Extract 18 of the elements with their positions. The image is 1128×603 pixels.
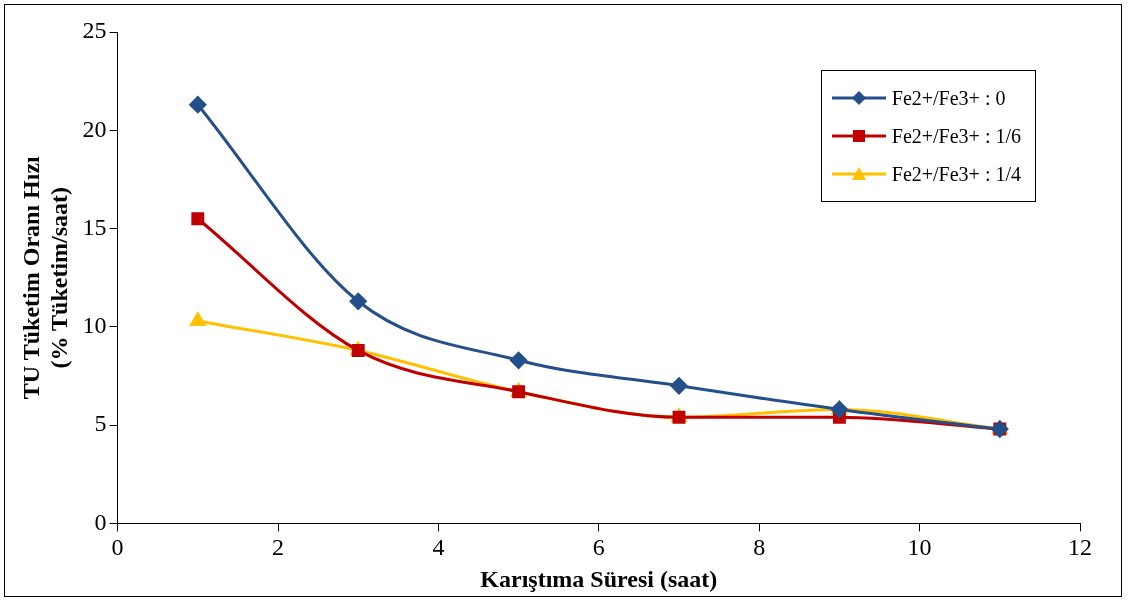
x-tick-label: 8 [753, 534, 766, 561]
x-tick-label: 2 [272, 534, 284, 561]
legend-label: Fe2+/Fe3+ : 1/6 [891, 124, 1021, 148]
y-tick-label: 25 [82, 17, 107, 44]
y-tick-label: 15 [82, 213, 107, 240]
y-tick-label: 0 [94, 508, 107, 535]
y-tick-label: 10 [82, 312, 107, 339]
x-tick-label: 10 [907, 534, 932, 561]
y-tick-label: 20 [82, 115, 107, 142]
x-axis-title: Karıştıma Süresi (saat) [480, 565, 718, 592]
x-tick-label: 4 [432, 534, 445, 561]
x-tick-label: 0 [111, 534, 124, 561]
y-tick-label: 5 [94, 410, 107, 437]
x-tick-label: 6 [592, 534, 605, 561]
y-axis-title: TU Tüketim Oranı Hızı (% Tüketim/saat) [17, 155, 73, 400]
legend-label: Fe2+/Fe3+ : 1/4 [891, 162, 1021, 186]
x-tick-label: 12 [1068, 534, 1092, 561]
legend-label: Fe2+/Fe3+ : 0 [891, 86, 1006, 110]
